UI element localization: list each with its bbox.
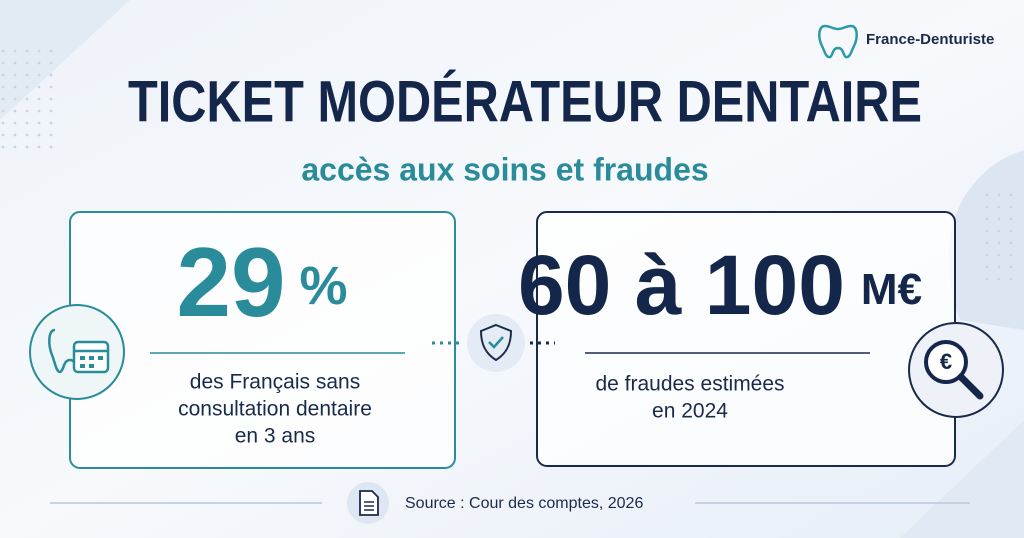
description: de fraudes estimées en 2024 <box>595 373 784 423</box>
svg-text:€: € <box>940 349 952 374</box>
brand-logo <box>818 24 858 59</box>
stat-value: 29% <box>176 227 347 337</box>
description-line: consultation dentaire <box>178 398 372 421</box>
decor <box>0 45 60 155</box>
stat-number: 29 <box>176 227 285 337</box>
stat-value: 60 à 100 M€ <box>518 238 922 332</box>
shield-icon <box>432 314 555 372</box>
description-line: de fraudes estimées <box>595 373 784 396</box>
stat-unit: M€ <box>861 265 922 314</box>
description-line: en 3 ans <box>235 425 316 448</box>
description-line: en 2024 <box>652 400 728 423</box>
decor <box>900 420 1024 538</box>
document-icon <box>347 482 389 524</box>
magnifier-euro-icon: € <box>908 322 1004 418</box>
decor <box>978 190 1018 280</box>
stat-unit: % <box>300 256 348 316</box>
stat-number: 60 à 100 <box>518 238 845 332</box>
brand: France-Denturiste <box>866 31 994 48</box>
subtitle: accès aux soins et fraudes <box>301 151 708 187</box>
description: des Français sans consultation dentaire en… <box>178 371 372 448</box>
tooth-calendar-icon <box>29 304 125 400</box>
source: Source : Cour des comptes, 2026 <box>405 495 643 512</box>
description-line: des Français sans <box>190 371 360 394</box>
title: TICKET MODÉRATEUR DENTAIRE <box>128 69 922 134</box>
